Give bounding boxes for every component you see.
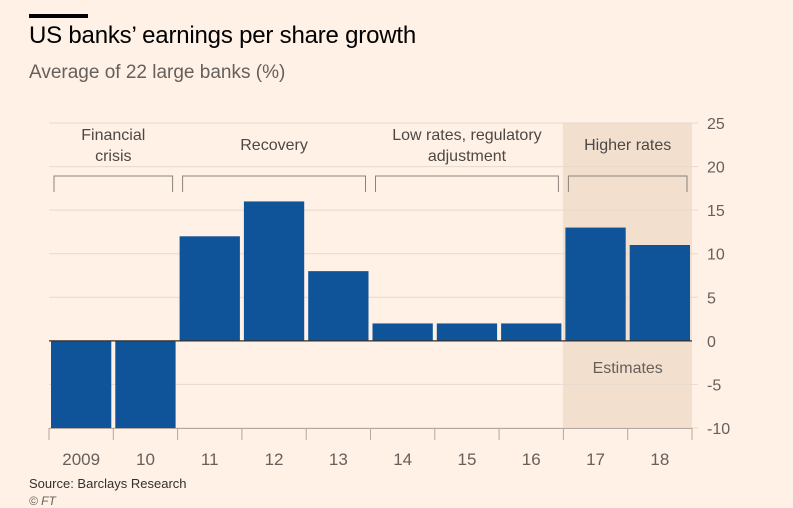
bar bbox=[565, 227, 626, 341]
period-bracket bbox=[567, 175, 688, 192]
estimates-label: Estimates bbox=[593, 360, 663, 377]
x-category-label: 15 bbox=[457, 450, 476, 469]
bar bbox=[629, 245, 690, 341]
bar bbox=[243, 201, 305, 341]
x-category-label: 11 bbox=[201, 450, 219, 469]
period-label: Financial bbox=[81, 127, 145, 144]
y-tick-label: -10 bbox=[707, 421, 730, 438]
period-bracket bbox=[375, 175, 559, 192]
chart-title: US banks’ earnings per share growth bbox=[29, 22, 416, 49]
x-category-label: 12 bbox=[265, 450, 284, 469]
period-bracket bbox=[53, 175, 174, 192]
bar bbox=[436, 323, 498, 341]
bar bbox=[308, 271, 369, 341]
chart-subtitle: Average of 22 large banks (%) bbox=[29, 62, 286, 83]
x-category-label: 17 bbox=[586, 450, 605, 469]
top-rule bbox=[29, 14, 88, 18]
period-label: Recovery bbox=[240, 137, 308, 154]
x-category-label: 18 bbox=[650, 450, 669, 469]
period-label: Higher rates bbox=[584, 137, 671, 154]
x-category-label: 16 bbox=[522, 450, 541, 469]
bar bbox=[372, 323, 433, 341]
x-category-label: 10 bbox=[136, 450, 155, 469]
bar bbox=[501, 323, 562, 341]
period-bracket bbox=[182, 175, 366, 192]
period-label: adjustment bbox=[428, 148, 507, 165]
bar bbox=[179, 236, 240, 341]
y-tick-label: 25 bbox=[707, 116, 725, 133]
y-tick-label: 5 bbox=[707, 290, 716, 307]
y-tick-label: 20 bbox=[707, 160, 725, 177]
x-category-label: 13 bbox=[329, 450, 348, 469]
x-category-label: 2009 bbox=[62, 450, 100, 469]
copyright-note: © FT bbox=[29, 494, 56, 508]
x-category-label: 14 bbox=[393, 450, 412, 469]
bar bbox=[115, 340, 176, 428]
y-tick-label: 15 bbox=[707, 203, 725, 220]
bar bbox=[51, 340, 112, 428]
period-label: Low rates, regulatory bbox=[392, 127, 541, 144]
y-tick-label: 0 bbox=[707, 334, 716, 351]
y-tick-label: -5 bbox=[707, 377, 721, 394]
y-tick-label: 10 bbox=[707, 247, 725, 264]
source-note: Source: Barclays Research bbox=[29, 476, 187, 491]
period-label: crisis bbox=[95, 148, 131, 165]
